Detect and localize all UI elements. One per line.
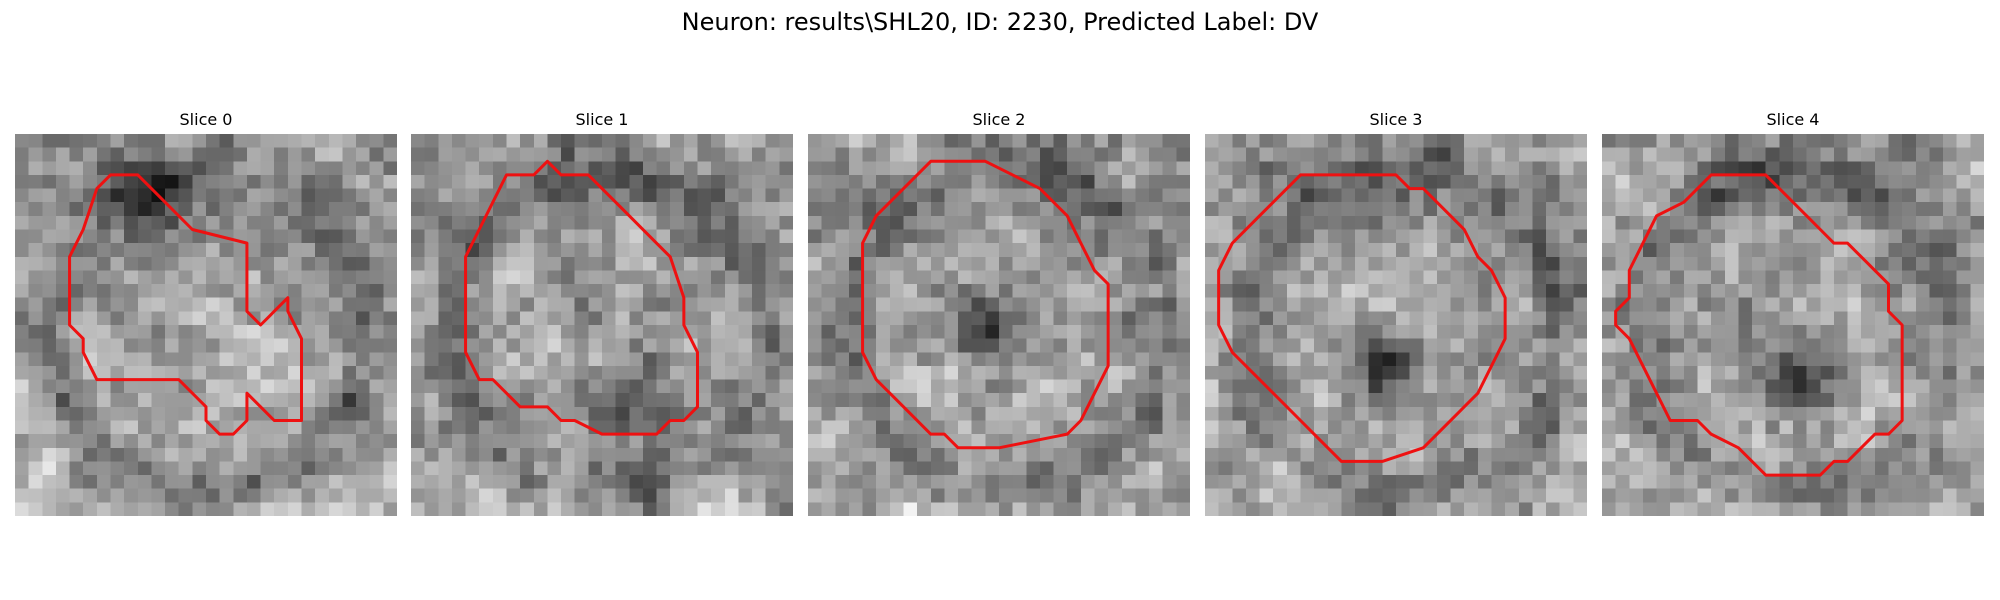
segmentation-contour-slice-4	[1614, 173, 1904, 477]
segmentation-contour-slice-3	[1217, 173, 1507, 463]
segmentation-contour-slice-2	[861, 159, 1110, 450]
contour-overlay-slice-2	[861, 159, 1110, 450]
contour-overlay-slice-4	[1614, 173, 1904, 477]
micrograph-slice-1	[411, 134, 793, 516]
micrograph-slice-2	[808, 134, 1190, 516]
panel-slice-0: Slice 0	[15, 108, 397, 516]
segmentation-contour-slice-0	[68, 173, 304, 436]
figure-title: Neuron: results\SHL20, ID: 2230, Predict…	[681, 8, 1319, 36]
panel-slice-3: Slice 3	[1205, 108, 1587, 516]
panel-title-slice-0: Slice 0	[179, 110, 233, 129]
contour-overlay-slice-3	[1217, 173, 1507, 463]
panel-slice-2: Slice 2	[808, 108, 1190, 516]
panel-slice-4: Slice 4	[1602, 108, 1984, 516]
contour-overlay-slice-1	[464, 159, 700, 436]
panel-title-slice-2: Slice 2	[972, 110, 1026, 129]
micrograph-slice-0	[15, 134, 397, 516]
contour-overlay-slice-0	[68, 173, 304, 436]
micrograph-slice-4	[1602, 134, 1984, 516]
segmentation-contour-slice-1	[464, 159, 700, 436]
panel-slice-1: Slice 1	[411, 108, 793, 516]
micrograph-slice-3	[1205, 134, 1587, 516]
panel-title-slice-1: Slice 1	[575, 110, 629, 129]
panel-title-slice-3: Slice 3	[1369, 110, 1423, 129]
panel-title-slice-4: Slice 4	[1766, 110, 1820, 129]
